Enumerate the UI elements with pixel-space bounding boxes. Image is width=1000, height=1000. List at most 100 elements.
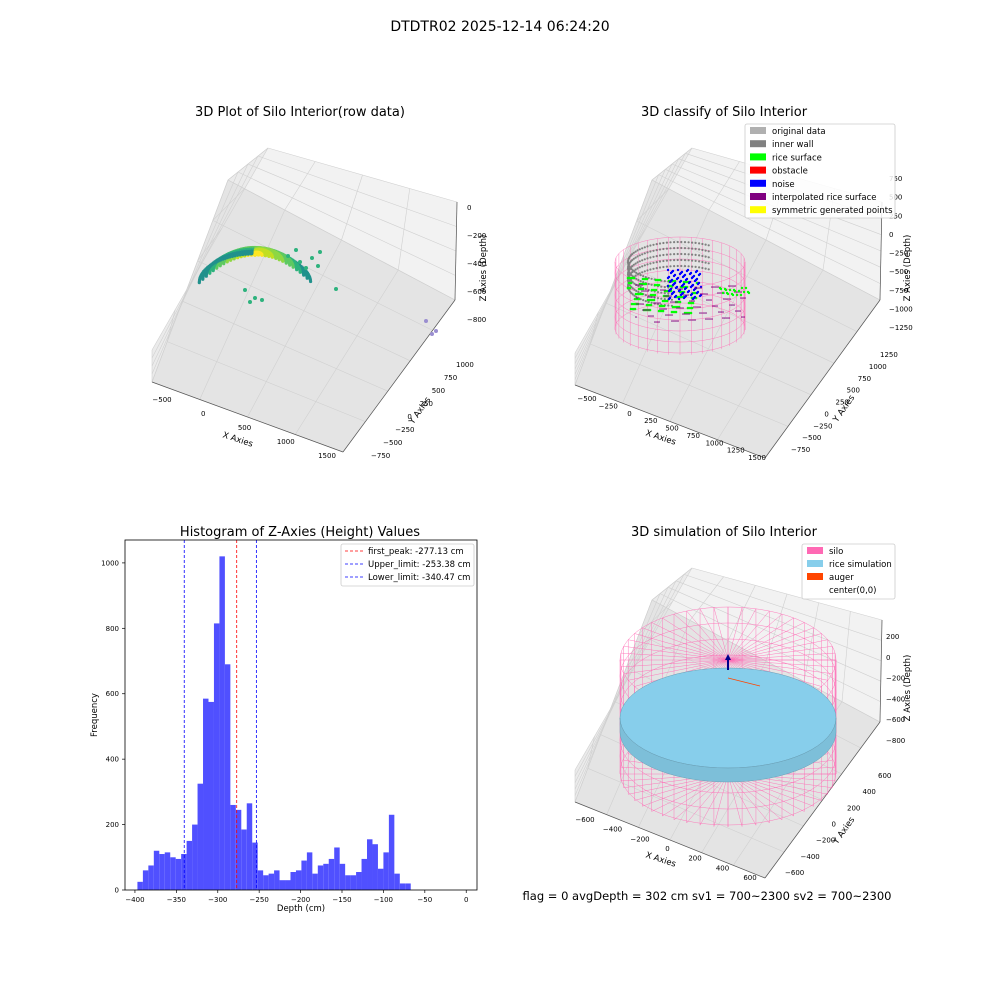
histogram-bar-39 <box>350 875 357 890</box>
classify-wall-point-11 <box>663 286 666 289</box>
classify-interp-point-546 <box>639 284 641 286</box>
classify-rice-point-291 <box>653 283 657 287</box>
histogram-x-tick-5: −150 <box>332 896 351 904</box>
classify-noise-point-449 <box>689 271 693 275</box>
classify-interp-point-561 <box>744 297 746 299</box>
classify-rice-point-319 <box>639 287 643 291</box>
simulation-y-tick-5: 400 <box>863 788 876 796</box>
classify-interp-point-533 <box>702 293 704 295</box>
raw-point-1055 <box>256 253 261 257</box>
classify-interp-point-539 <box>656 321 658 323</box>
simulation-y-tick-4: 200 <box>847 804 860 812</box>
classify-legend-label-4: noise <box>772 180 795 190</box>
classify-rice-point-289 <box>649 293 653 297</box>
classify-wall-point-150 <box>638 248 641 251</box>
raw-point-1056 <box>260 253 264 257</box>
classify-wall-point-7 <box>667 292 670 295</box>
classify-wall-point-17 <box>660 291 663 294</box>
classify-wall-point-208 <box>673 259 676 262</box>
classify-interp-point-530 <box>725 298 727 300</box>
raw-z-tick-1: −200 <box>467 232 486 240</box>
classify-wall-point-133 <box>631 271 634 274</box>
classify-rice-point-273 <box>687 301 691 305</box>
panel-raw-x-ticks: −500 0 500 1000 1500 <box>152 396 336 460</box>
classify-wall-point-239 <box>694 265 697 268</box>
classify-legend-swatch-6 <box>750 206 766 214</box>
classify-rice-point-265 <box>671 305 675 309</box>
classify-rice-point-264 <box>634 292 638 296</box>
classify-interp-point-483 <box>682 313 684 315</box>
classify-rice-point-359 <box>649 303 653 307</box>
classify-noise-point-465 <box>683 273 687 277</box>
raw-point-1076 <box>294 248 298 252</box>
classify-x-tick-0: −500 <box>577 395 596 403</box>
classify-y-tick-1: −500 <box>802 434 821 442</box>
histogram-bar-21 <box>252 842 258 890</box>
raw-point-1071 <box>298 260 302 264</box>
histogram-bar-46 <box>388 814 395 890</box>
classify-wall-point-30 <box>650 277 653 280</box>
raw-point-458 <box>238 253 242 257</box>
simulation-z-tick-3: −400 <box>886 695 905 703</box>
classify-noise-point-437 <box>685 277 689 281</box>
classify-wall-point-210 <box>676 240 679 244</box>
classify-interp-point-474 <box>641 290 643 292</box>
classify-wall-point-229 <box>687 265 690 268</box>
raw-point-1068 <box>302 273 306 277</box>
classify-wall-point-46 <box>642 281 645 284</box>
classify-wall-point-181 <box>655 249 658 252</box>
classify-wall-point-166 <box>646 251 649 254</box>
classify-rice-point-310 <box>656 278 660 282</box>
classify-interp-point-565 <box>640 303 642 305</box>
classify-wall-point-36 <box>647 282 650 286</box>
raw-y-tick-3: 0 <box>407 413 411 421</box>
histogram-ylabel: Frequency <box>90 693 100 737</box>
classify-rice-point-276 <box>658 304 662 308</box>
classify-wall-point-242 <box>698 254 701 257</box>
histogram-bar-18 <box>235 809 242 890</box>
histogram-y-tick-1: 200 <box>106 821 119 829</box>
auger <box>727 677 761 687</box>
classify-interp-point-512 <box>643 290 645 292</box>
classify-wall-point-31 <box>650 283 653 286</box>
raw-y-tick-2: −250 <box>395 426 414 434</box>
classify-wall-point-157 <box>641 259 644 262</box>
classify-interp-point-529 <box>696 287 698 289</box>
classify-x-tick-2: 0 <box>627 410 631 418</box>
classify-rice-point-312 <box>660 304 664 308</box>
classify-rice-point-285 <box>641 277 645 281</box>
simulation-x-tick-4: 200 <box>688 855 701 863</box>
classify-wall-point-143 <box>634 268 637 271</box>
raw-x-tick-3: 1000 <box>277 438 295 446</box>
classify-wall-point-183 <box>655 261 658 264</box>
raw-point-1058 <box>267 254 271 258</box>
classify-interp-point-544 <box>691 300 693 302</box>
classify-rice-point-311 <box>693 291 697 295</box>
classify-noise-point-457 <box>669 287 673 291</box>
raw-point-1084 <box>434 329 438 333</box>
raw-point-492 <box>243 252 248 256</box>
classify-wall-point-42 <box>644 288 647 291</box>
classify-wall-point-231 <box>691 247 694 250</box>
classify-z-tick-5: −500 <box>889 268 908 276</box>
histogram-y-tick-5: 1000 <box>101 559 119 567</box>
classify-noise-point-436 <box>696 290 700 294</box>
classify-wall-point-61 <box>635 277 638 280</box>
histogram-legend-label-0: first_peak: -277.13 cm <box>368 547 464 557</box>
classify-rice-point-270 <box>646 298 650 302</box>
classify-x-tick-3: 250 <box>644 417 657 425</box>
classify-interp-point-586 <box>699 306 701 308</box>
classify-rice-point-346 <box>658 278 662 282</box>
classify-legend-swatch-2 <box>750 153 766 161</box>
classify-interp-point-594 <box>711 318 713 320</box>
raw-point-373 <box>225 256 229 260</box>
simulation-legend-swatch-1 <box>807 560 823 567</box>
classify-wall-point-220 <box>683 241 687 244</box>
classify-wall-point-215 <box>680 240 683 244</box>
histogram-bar-0 <box>137 881 143 890</box>
classify-wall-point-202 <box>669 253 672 256</box>
classify-rice-point-357 <box>645 277 649 281</box>
simulation-z-tick-4: −600 <box>886 716 905 724</box>
raw-y-tick-0: −750 <box>371 452 390 460</box>
classify-interp-point-487 <box>688 319 690 321</box>
